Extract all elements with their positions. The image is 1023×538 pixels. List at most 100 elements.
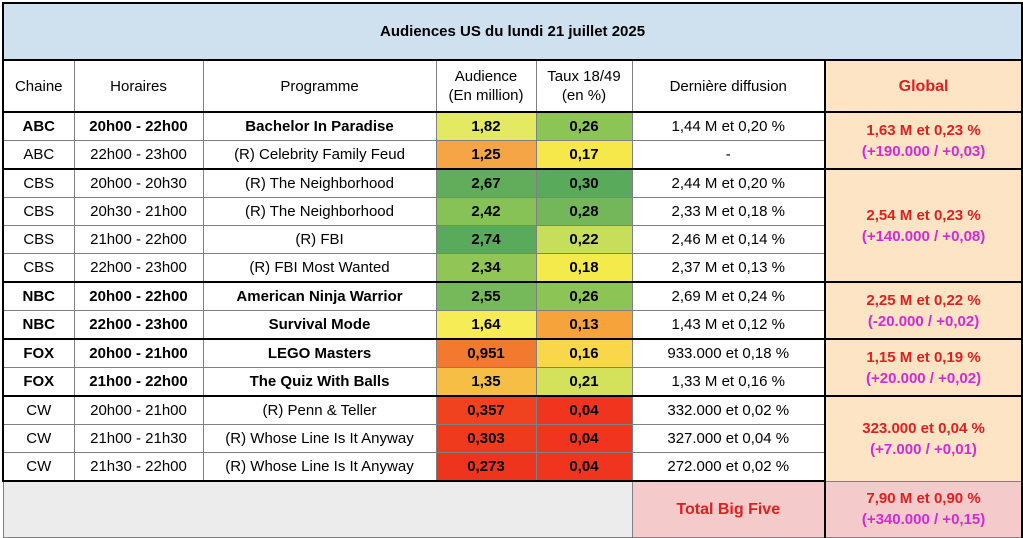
cell-audience: 1,82 [435, 111, 537, 141]
cell-derniere-diffusion: - [631, 140, 826, 170]
cell-chaine: CBS [2, 197, 75, 226]
cell-chaine: CBS [2, 253, 75, 283]
header-chaine: Chaine [2, 59, 75, 113]
header-taux-line1: Taux 18/49 [547, 68, 621, 85]
global-abc: 1,63 M et 0,23 % (+190.000 / +0,03) [823, 111, 1023, 170]
cell-programme: (R) Celebrity Family Feud [202, 140, 437, 170]
cell-audience: 2,67 [435, 168, 537, 198]
cell-derniere-diffusion: 2,33 M et 0,18 % [631, 197, 826, 226]
global-audience: 2,54 M et 0,23 % [866, 206, 981, 224]
page-title: Audiences US du lundi 21 juillet 2025 [1, 2, 1023, 61]
global-audience: 323.000 et 0,04 % [862, 419, 985, 437]
cell-horaires: 21h00 - 22h00 [73, 225, 204, 254]
table-row: CBS 20h00 - 20h30 (R) The Neighborhood 2,67… [2, 168, 1023, 283]
global-evolution: (+140.000 / +0,08) [861, 227, 986, 245]
cell-taux: 0,28 [535, 197, 633, 226]
cell-chaine: ABC [2, 140, 75, 170]
global-evolution: (-20.000 / +0,02) [867, 312, 980, 330]
cell-audience: 0,951 [435, 338, 537, 368]
global-cw: 323.000 et 0,04 % (+7.000 / +0,01) [823, 395, 1023, 482]
cell-taux: 0,04 [535, 395, 633, 425]
cell-audience: 1,25 [435, 140, 537, 170]
global-evolution: (+7.000 / +0,01) [870, 440, 977, 458]
cell-derniere-diffusion: 2,69 M et 0,24 % [631, 281, 826, 311]
cell-horaires: 21h00 - 22h00 [73, 367, 204, 397]
header-programme: Programme [202, 59, 437, 113]
cell-programme: The Quiz With Balls [202, 367, 437, 397]
global-cbs: 2,54 M et 0,23 % (+140.000 / +0,08) [823, 168, 1023, 283]
total-audience: 7,90 M et 0,90 % [866, 490, 981, 508]
cell-horaires: 20h00 - 21h00 [73, 338, 204, 368]
cell-chaine: NBC [2, 281, 75, 311]
cell-programme: (R) Whose Line Is It Anyway [202, 424, 437, 453]
cell-programme: (R) FBI [202, 225, 437, 254]
cell-chaine: NBC [2, 310, 75, 340]
cell-horaires: 20h00 - 22h00 [73, 281, 204, 311]
table-row: CW 21h30 - 22h00 (R) Whose Line Is It Anyw… [2, 452, 1022, 482]
cell-programme: Bachelor In Paradise [202, 111, 437, 141]
header-horaires: Horaires [73, 59, 204, 113]
cell-chaine: FOX [2, 338, 75, 368]
cell-chaine: CW [2, 395, 75, 425]
header-audience: Audience (En million) [435, 59, 537, 113]
global-fox: 1,15 M et 0,19 % (+20.000 / +0,02) [823, 338, 1023, 397]
cell-taux: 0,17 [535, 140, 633, 170]
cell-chaine: FOX [2, 367, 75, 397]
cell-taux: 0,26 [535, 111, 633, 141]
header-global: Global [823, 59, 1023, 113]
cell-taux: 0,22 [535, 225, 633, 254]
header-audience-line1: Audience [454, 68, 518, 85]
cell-derniere-diffusion: 1,33 M et 0,16 % [631, 367, 826, 397]
table-row: NBC 20h00 - 22h00 American Ninja Warrior 2,… [2, 281, 1023, 340]
cell-programme: Survival Mode [202, 310, 437, 340]
cell-chaine: ABC [2, 111, 75, 141]
cell-audience: 1,35 [435, 367, 537, 397]
cell-programme: (R) FBI Most Wanted [202, 253, 437, 283]
total-label: Total Big Five [631, 480, 826, 538]
cell-taux: 0,16 [535, 338, 633, 368]
table-row: CBS 22h00 - 23h00 (R) FBI Most Wanted 2,34 0… [2, 253, 1022, 283]
table-row: ABC 22h00 - 23h00 (R) Celebrity Family Feu… [2, 140, 1022, 170]
cell-horaires: 22h00 - 23h00 [73, 310, 204, 340]
cell-programme: LEGO Masters [202, 338, 437, 368]
table-row: CBS 21h00 - 22h00 (R) FBI 2,74 0,22 2,46 M et… [2, 225, 1022, 254]
cell-derniere-diffusion: 272.000 et 0,02 % [631, 452, 826, 482]
header-taux-line2: (en %) [561, 87, 607, 104]
cell-taux: 0,21 [535, 367, 633, 397]
cell-chaine: CBS [2, 168, 75, 198]
cell-horaires: 22h00 - 23h00 [73, 253, 204, 283]
cell-programme: (R) The Neighborhood [202, 168, 437, 198]
cell-horaires: 20h00 - 22h00 [73, 111, 204, 141]
global-evolution: (+20.000 / +0,02) [866, 369, 982, 387]
cell-audience: 0,303 [435, 424, 537, 453]
global-audience: 2,25 M et 0,22 % [866, 291, 981, 309]
cell-chaine: CW [2, 452, 75, 482]
header-taux: Taux 18/49 (en %) [535, 59, 633, 113]
cell-taux: 0,04 [535, 452, 633, 482]
cell-chaine: CBS [2, 225, 75, 254]
cell-horaires: 22h00 - 23h00 [73, 140, 204, 170]
table-row: ABC 20h00 - 22h00 Bachelor In Paradise 1,82… [2, 111, 1023, 170]
cell-audience: 2,74 [435, 225, 537, 254]
cell-derniere-diffusion: 327.000 et 0,04 % [631, 424, 826, 453]
cell-derniere-diffusion: 332.000 et 0,02 % [631, 395, 826, 425]
cell-programme: American Ninja Warrior [202, 281, 437, 311]
cell-audience: 2,34 [435, 253, 537, 283]
cell-programme: (R) Penn & Teller [202, 395, 437, 425]
cell-horaires: 20h00 - 20h30 [73, 168, 204, 198]
table-row: FOX 20h00 - 21h00 LEGO Masters 0,951 0,16 933… [2, 338, 1023, 397]
cell-horaires: 20h00 - 21h00 [73, 395, 204, 425]
global-audience: 1,15 M et 0,19 % [866, 348, 981, 366]
cell-programme: (R) Whose Line Is It Anyway [202, 452, 437, 482]
cell-taux: 0,04 [535, 424, 633, 453]
table-row: FOX 21h00 - 22h00 The Quiz With Balls 1,35 0… [2, 367, 1022, 397]
cell-taux: 0,13 [535, 310, 633, 340]
cell-horaires: 21h30 - 22h00 [73, 452, 204, 482]
cell-derniere-diffusion: 2,46 M et 0,14 % [631, 225, 826, 254]
cell-derniere-diffusion: 2,37 M et 0,13 % [631, 253, 826, 283]
cell-audience: 2,55 [435, 281, 537, 311]
cell-horaires: 21h00 - 21h30 [73, 424, 204, 453]
cell-derniere-diffusion: 1,44 M et 0,20 % [631, 111, 826, 141]
cell-taux: 0,30 [535, 168, 633, 198]
